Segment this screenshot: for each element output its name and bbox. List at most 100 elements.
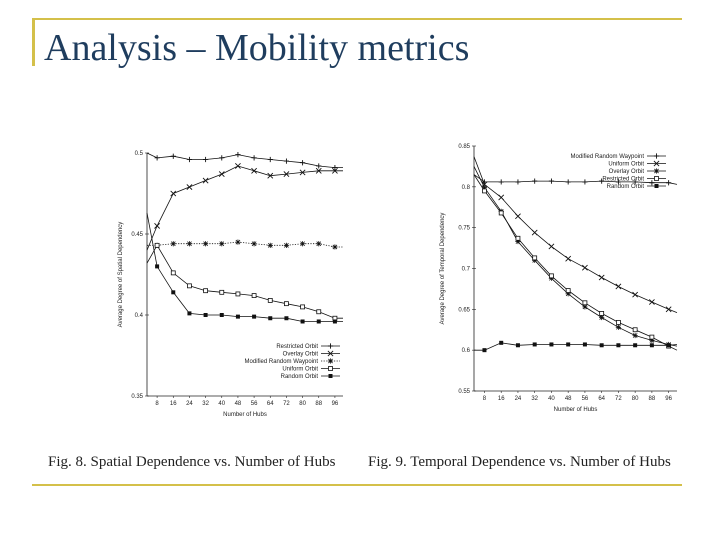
data-point: [649, 180, 655, 186]
data-point: [219, 289, 225, 295]
bottom-accent-line: [32, 484, 682, 486]
data-point: [532, 255, 538, 261]
legend-swatch-marker: [653, 168, 660, 174]
x-tick-label: 48: [235, 401, 242, 407]
data-point: [581, 264, 588, 271]
data-point: [283, 158, 290, 164]
legend-label: Uniform Orbit: [608, 162, 644, 168]
data-point: [498, 210, 504, 216]
data-point: [531, 229, 538, 236]
series-line: [146, 212, 343, 322]
data-point: [316, 241, 322, 247]
y-tick-label: 0.6: [462, 348, 471, 354]
y-tick-label: 0.4: [135, 313, 144, 319]
data-point: [235, 291, 241, 297]
data-point: [549, 273, 554, 279]
data-point: [532, 342, 537, 347]
data-point: [332, 164, 338, 171]
series-overlay-orbit: [146, 163, 343, 251]
data-point: [268, 316, 273, 321]
series-modified-random-waypoint: [473, 174, 678, 186]
fig9-caption: Fig. 9. Temporal Dependence vs. Number o…: [368, 454, 671, 470]
x-tick-label: 24: [186, 401, 193, 407]
x-tick-label: 40: [548, 396, 555, 402]
data-point: [170, 241, 176, 247]
data-point: [235, 314, 240, 319]
y-tick-label: 0.85: [458, 144, 470, 150]
data-point: [154, 155, 160, 161]
data-point: [219, 241, 225, 247]
data-point: [515, 179, 521, 185]
title-accent-bar: [32, 18, 35, 66]
series-line: [146, 244, 343, 319]
data-point: [598, 274, 605, 281]
data-point: [599, 343, 604, 348]
data-point: [283, 171, 290, 177]
data-point: [582, 304, 588, 310]
legend-label: Overlay Orbit: [283, 352, 319, 358]
series-line: [473, 174, 678, 185]
x-tick-label: 24: [515, 396, 522, 402]
data-point: [202, 156, 209, 163]
data-point: [565, 291, 571, 297]
data-point: [565, 255, 572, 262]
legend-swatch-marker: [327, 358, 334, 364]
data-point: [481, 185, 488, 191]
y-tick-label: 0.35: [131, 394, 143, 400]
data-point: [632, 291, 639, 298]
data-point: [316, 163, 322, 169]
data-point: [315, 167, 322, 174]
data-point: [267, 156, 273, 163]
data-point: [235, 152, 241, 158]
x-tick-label: 56: [582, 396, 589, 402]
x-tick-label: 40: [218, 401, 225, 407]
series-random-orbit: [146, 212, 343, 324]
data-point: [267, 172, 274, 179]
data-point: [565, 179, 571, 185]
data-point: [202, 177, 209, 184]
data-point: [649, 343, 654, 348]
data-point: [649, 337, 655, 343]
x-axis-label: Number of Hubs: [554, 407, 598, 413]
data-point: [235, 163, 241, 169]
y-tick-label: 0.75: [458, 226, 470, 232]
data-point: [582, 179, 588, 185]
x-tick-label: 72: [615, 396, 622, 402]
data-point: [203, 288, 208, 294]
legend-swatch-marker: [653, 160, 660, 167]
data-point: [299, 169, 306, 176]
data-point: [515, 213, 521, 220]
series-restricted-orbit: [146, 152, 343, 171]
y-axis-label: Average Degree of Temporal Dependency: [440, 213, 446, 325]
data-point: [316, 319, 321, 324]
data-point: [155, 264, 160, 269]
data-point: [599, 311, 605, 316]
top-accent-line: [32, 18, 682, 20]
x-tick-label: 72: [283, 401, 290, 407]
legend-swatch-marker: [328, 374, 333, 378]
data-point: [332, 244, 338, 250]
data-point: [633, 343, 638, 348]
fig8-caption: Fig. 8. Spatial Dependence vs. Number of…: [48, 454, 336, 470]
x-tick-label: 16: [498, 396, 505, 402]
data-point: [599, 314, 605, 321]
legend-swatch-marker: [328, 366, 333, 371]
slide-title: Analysis – Mobility metrics: [44, 27, 470, 69]
data-point: [154, 222, 161, 229]
data-point: [251, 167, 258, 174]
y-tick-label: 0.8: [462, 185, 471, 191]
data-point: [154, 242, 160, 248]
series-uniform-orbit: [146, 242, 343, 321]
data-point: [251, 241, 257, 247]
data-point: [515, 235, 521, 241]
legend-label: Restricted Orbit: [602, 177, 644, 183]
data-point: [632, 327, 638, 333]
data-point: [632, 179, 638, 185]
data-point: [235, 239, 241, 245]
x-tick-label: 64: [267, 401, 274, 407]
data-point: [549, 342, 554, 347]
data-point: [316, 309, 322, 315]
data-point: [532, 257, 538, 263]
